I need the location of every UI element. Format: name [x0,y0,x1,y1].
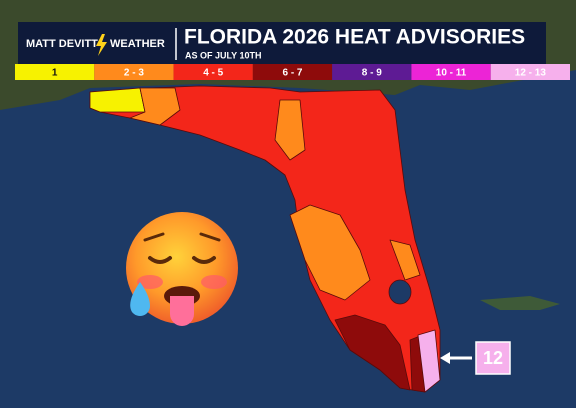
legend-swatch [332,64,412,80]
emoji [126,212,238,326]
florida [89,85,441,393]
legend-label: 8 - 9 [362,68,382,79]
legend-swatch [15,64,95,80]
region [417,329,441,393]
region [334,314,411,391]
region [289,204,371,301]
island [480,296,560,310]
legend-swatch [411,64,491,80]
legend-swatch [94,64,174,80]
subtitle: AS OF JULY 10TH [185,50,262,60]
legend-label: 4 - 5 [203,68,223,79]
legend-label: 1 [52,68,58,79]
title: FLORIDA 2026 HEAT ADVISORIES [184,26,525,49]
legend-swatch [173,64,253,80]
region [89,87,146,113]
legend-label: 6 - 7 [282,68,302,79]
lake-okeechobee [388,279,412,305]
bolt-icon [96,34,107,56]
region [274,99,306,161]
legend-swatch [252,64,333,80]
legend-label: 12 - 13 [515,68,547,79]
arrow-head [440,352,450,364]
callout-box [475,341,511,375]
region [389,239,421,281]
legend-label: 10 - 11 [436,68,467,79]
legend-swatch [490,64,570,80]
brand: WEATHER [110,38,165,50]
legend-label: 2 - 3 [124,68,144,79]
legend: 1 2 - 3 4 - 5 6 - 7 8 - 9 10 - 11 12 - 13 [15,64,570,80]
brand: MATT DEVITT [26,38,98,50]
callout-label: 12 [483,348,503,368]
region [129,87,181,126]
